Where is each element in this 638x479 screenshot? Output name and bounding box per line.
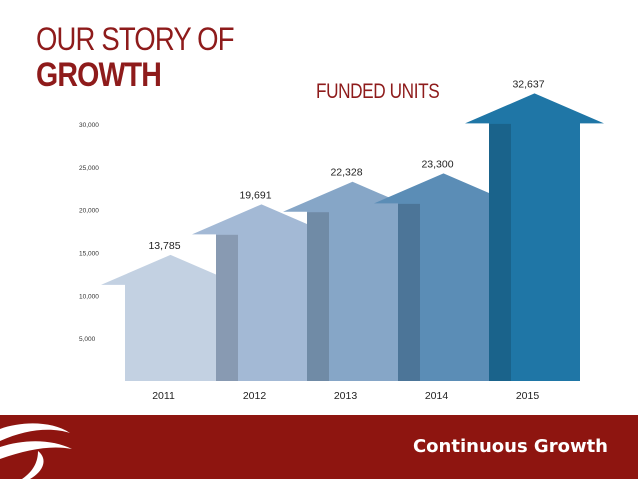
arrow-depth-shade	[216, 234, 238, 381]
company-logo-icon	[0, 423, 72, 479]
arrow-depth-shade	[489, 123, 511, 381]
arrow-depth-shade	[307, 212, 329, 381]
x-tick-label: 2013	[334, 390, 358, 402]
y-tick-label: 10,000	[79, 293, 99, 300]
footer-bar: Continuous Growth	[0, 415, 638, 479]
data-label: 32,637	[512, 78, 544, 90]
y-tick-label: 5,000	[79, 336, 96, 343]
data-label: 23,300	[421, 158, 453, 170]
x-tick-label: 2014	[425, 390, 449, 402]
bar-arrow-2011	[101, 254, 240, 381]
data-label: 19,691	[239, 189, 271, 201]
title-line-2: GROWTH	[36, 56, 162, 94]
x-tick-label: 2015	[516, 390, 540, 402]
x-tick-label: 2011	[152, 390, 175, 402]
arrow-depth-shade	[398, 203, 420, 381]
x-tick-label: 2012	[243, 390, 267, 402]
data-label: 22,328	[330, 167, 362, 179]
footer-label: Continuous Growth	[412, 436, 608, 457]
y-tick-label: 20,000	[79, 208, 99, 215]
chart-title: FUNDED UNITS	[316, 80, 440, 103]
y-tick-label: 25,000	[79, 165, 99, 172]
y-tick-label: 15,000	[79, 251, 99, 258]
y-tick-label: 30,000	[79, 122, 99, 129]
data-label: 13,785	[148, 240, 180, 252]
title-line-1: OUR STORY OF	[36, 21, 235, 57]
funded-units-chart: 5,000 10,000 15,000 20,000 25,000 30,000 13,78…	[79, 78, 604, 402]
